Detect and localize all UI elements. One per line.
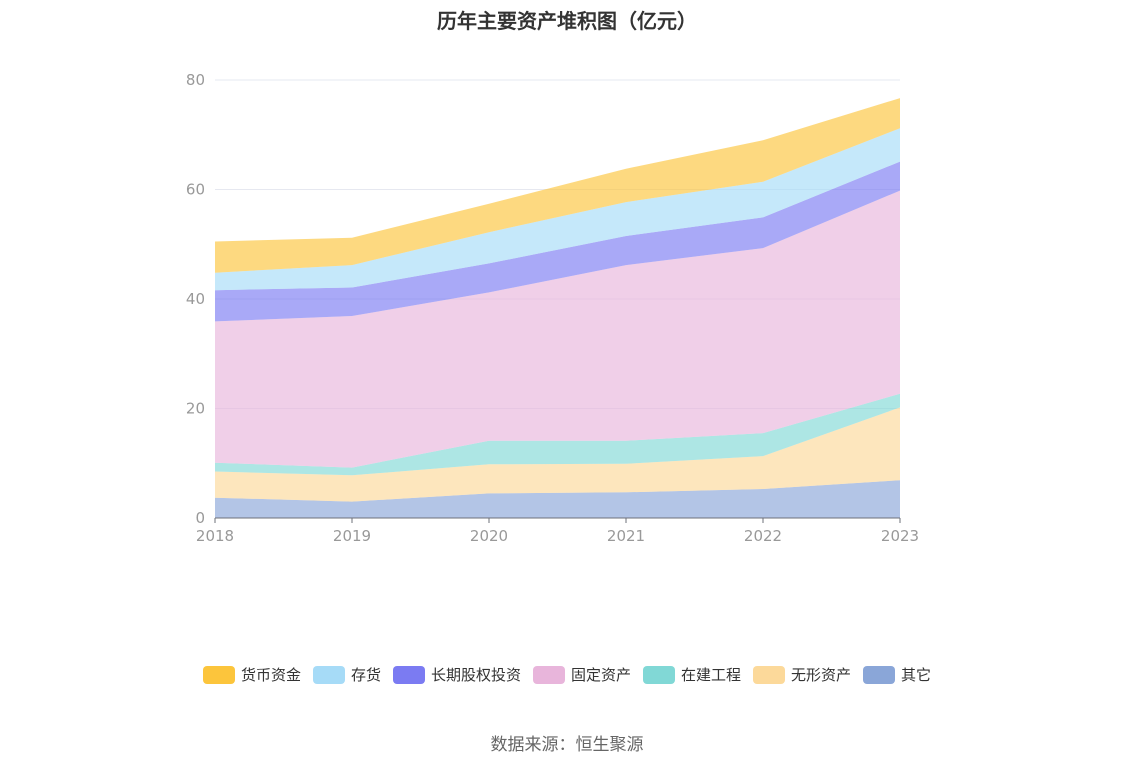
y-tick-label: 60 [186, 181, 205, 199]
legend-label: 其它 [901, 666, 932, 684]
y-tick-label: 0 [195, 509, 205, 527]
y-tick-label: 20 [186, 400, 205, 418]
legend-swatch [312, 665, 345, 684]
legend-item[interactable]: 无形资产 [753, 664, 851, 685]
area-series-0[interactable] [215, 480, 900, 518]
legend-swatch [643, 665, 675, 684]
area-series-1[interactable] [215, 407, 900, 502]
legend-swatch [863, 665, 896, 684]
legend-label: 长期股权投资 [430, 666, 521, 684]
legend-swatch [753, 665, 786, 684]
chart-title: 历年主要资产堆积图（亿元） [437, 9, 697, 33]
area-series-5[interactable] [215, 128, 900, 291]
legend-swatch [202, 665, 235, 684]
legend-item[interactable]: 长期股权投资 [392, 664, 521, 685]
legend-item[interactable]: 其它 [863, 664, 931, 685]
data-source: 数据来源：恒生聚源 [490, 735, 644, 755]
x-tick-label: 2019 [333, 527, 371, 545]
legend-swatch [532, 665, 565, 684]
area-series-6[interactable] [215, 98, 900, 273]
area-series-4[interactable] [215, 161, 900, 322]
legend-label: 固定资产 [570, 666, 631, 684]
legend-label: 在建工程 [681, 666, 742, 684]
legend-item[interactable]: 存货 [312, 664, 381, 685]
legend-item[interactable]: 货币资金 [202, 664, 301, 685]
x-tick-label: 2018 [196, 527, 234, 545]
legend-item[interactable]: 在建工程 [643, 664, 741, 685]
y-tick-label: 80 [186, 71, 205, 89]
axes: 0 20 40 60 80 2018 2019 2020 2021 2022 2023 [186, 71, 919, 545]
legend-swatch [392, 665, 425, 684]
x-tick-label: 2022 [744, 527, 782, 545]
x-tick-label: 2020 [470, 527, 508, 545]
legend: 货币资金 存货 长期股权投资 固定资产 在建工程 无形资产 其它 [0, 664, 1134, 685]
legend-label: 存货 [350, 666, 381, 684]
area-series-3[interactable] [215, 190, 900, 468]
legend-label: 无形资产 [791, 666, 852, 684]
y-tick-label: 40 [186, 290, 205, 308]
area-series-2[interactable] [215, 393, 900, 476]
x-tick-label: 2021 [607, 527, 645, 545]
series-areas [215, 98, 900, 518]
legend-item[interactable]: 固定资产 [532, 664, 631, 685]
x-tick-label: 2023 [881, 527, 919, 545]
legend-label: 货币资金 [240, 666, 301, 684]
